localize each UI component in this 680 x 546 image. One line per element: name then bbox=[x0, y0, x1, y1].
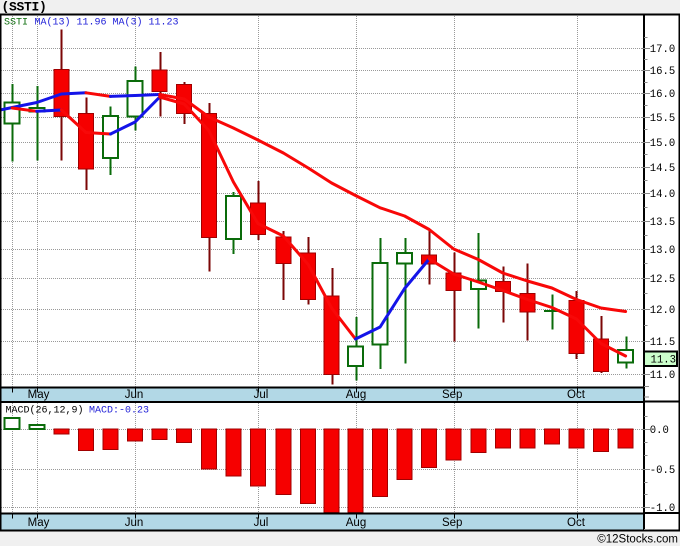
svg-text:Jun: Jun bbox=[125, 389, 144, 401]
svg-text:15.0: 15.0 bbox=[650, 138, 675, 150]
svg-text:MACD(26,12,9): MACD(26,12,9) bbox=[6, 405, 84, 417]
svg-text:Jul: Jul bbox=[254, 389, 269, 401]
svg-text:Oct: Oct bbox=[567, 389, 586, 401]
svg-text:SSTI: SSTI bbox=[4, 18, 28, 29]
svg-text:-0.5: -0.5 bbox=[650, 465, 675, 477]
svg-text:11.0: 11.0 bbox=[650, 370, 675, 382]
svg-text:Aug: Aug bbox=[346, 517, 366, 529]
svg-text:0.0: 0.0 bbox=[650, 425, 669, 437]
svg-text:14.5: 14.5 bbox=[650, 163, 675, 175]
svg-text:(SSTI): (SSTI) bbox=[2, 0, 47, 15]
svg-text:16.0: 16.0 bbox=[650, 89, 675, 101]
svg-text:15.5: 15.5 bbox=[650, 113, 675, 125]
svg-text:16.5: 16.5 bbox=[650, 66, 675, 78]
svg-text:12.5: 12.5 bbox=[650, 274, 675, 286]
svg-text:©12Stocks.com: ©12Stocks.com bbox=[597, 534, 678, 546]
svg-text:Sep: Sep bbox=[442, 389, 462, 401]
svg-text:11.3: 11.3 bbox=[651, 355, 676, 367]
svg-text:MACD:-0.23: MACD:-0.23 bbox=[89, 406, 149, 417]
svg-text:Sep: Sep bbox=[442, 517, 462, 529]
svg-text:-1.0: -1.0 bbox=[650, 503, 675, 515]
svg-text:Jul: Jul bbox=[254, 517, 269, 529]
svg-text:12.0: 12.0 bbox=[650, 305, 675, 317]
svg-text:Jun: Jun bbox=[125, 517, 144, 529]
svg-text:Aug: Aug bbox=[346, 389, 366, 401]
svg-text:14.0: 14.0 bbox=[650, 189, 675, 201]
svg-text:Oct: Oct bbox=[567, 517, 586, 529]
svg-text:May: May bbox=[28, 389, 50, 401]
svg-text:MA(13) 11.96 MA(3) 11.23: MA(13) 11.96 MA(3) 11.23 bbox=[35, 17, 179, 29]
svg-text:17.0: 17.0 bbox=[650, 44, 675, 56]
svg-text:13.0: 13.0 bbox=[650, 245, 675, 257]
svg-text:May: May bbox=[28, 517, 50, 529]
svg-text:11.5: 11.5 bbox=[650, 337, 675, 349]
svg-text:13.5: 13.5 bbox=[650, 217, 675, 229]
